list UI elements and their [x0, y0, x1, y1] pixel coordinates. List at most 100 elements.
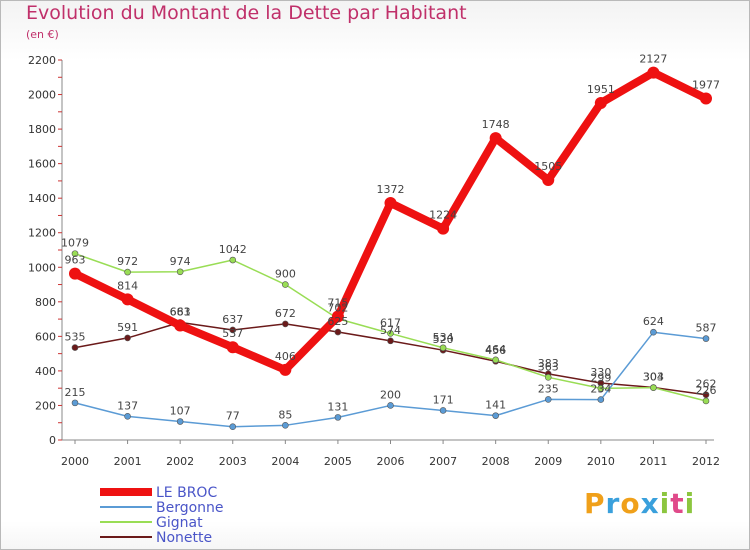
data-label-gignat: 226	[696, 384, 717, 397]
data-label-nonette: 535	[65, 331, 86, 344]
data-label-gignat: 363	[538, 360, 559, 373]
point-le-broc	[226, 341, 239, 354]
legend-label-nonette: Nonette	[156, 530, 212, 546]
x-tick-label: 2001	[114, 455, 142, 468]
data-label-nonette: 330	[590, 366, 611, 379]
data-label-nonette: 383	[538, 357, 559, 370]
data-label-le-broc: 537	[222, 327, 243, 340]
point-gignat	[229, 256, 237, 264]
x-tick-label: 2011	[639, 455, 667, 468]
point-le-broc	[647, 66, 660, 79]
point-gignat	[387, 330, 394, 337]
data-label-bergonne: 85	[278, 408, 292, 421]
point-le-broc	[700, 92, 712, 105]
data-label-bergonne: 137	[117, 399, 138, 412]
point-bergonne	[282, 422, 289, 429]
data-label-bergonne: 141	[485, 399, 506, 412]
logo-letter-p: P	[584, 487, 606, 520]
y-tick-label: 2000	[28, 89, 56, 102]
logo-letter-i: i	[659, 487, 671, 520]
point-nonette	[229, 326, 237, 334]
data-label-le-broc: 1224	[429, 209, 457, 222]
data-label-bergonne: 624	[643, 315, 664, 328]
chart-title: Evolution du Montant de la Dette par Hab…	[26, 2, 467, 24]
point-bergonne	[439, 407, 447, 414]
point-bergonne	[650, 328, 657, 336]
x-tick-label: 2007	[429, 455, 457, 468]
data-label-gignat: 1042	[219, 243, 247, 256]
data-label-nonette: 304	[643, 370, 664, 383]
x-tick-label: 2010	[587, 455, 615, 468]
y-tick-label: 1400	[28, 192, 56, 205]
point-bergonne	[702, 335, 710, 342]
point-le-broc	[121, 293, 134, 306]
point-gignat	[124, 268, 131, 276]
point-le-broc	[384, 197, 397, 210]
data-label-bergonne: 234	[590, 383, 611, 396]
point-bergonne	[229, 423, 237, 431]
data-label-nonette: 574	[380, 324, 401, 337]
y-tick-label: 1800	[28, 123, 56, 136]
logo-letter-x: x	[640, 487, 660, 520]
x-tick-label: 2006	[377, 455, 405, 468]
point-le-broc	[174, 319, 187, 332]
data-label-nonette: 637	[222, 313, 243, 326]
point-le-broc	[69, 267, 81, 280]
data-label-le-broc: 1372	[377, 183, 405, 196]
point-gignat	[176, 268, 184, 276]
data-label-bergonne: 215	[65, 386, 86, 399]
point-gignat	[282, 281, 289, 288]
data-label-nonette: 262	[696, 378, 717, 391]
point-gignat	[650, 384, 657, 391]
data-label-nonette: 456	[485, 344, 506, 357]
x-tick-label: 2003	[219, 455, 247, 468]
data-label-le-broc: 963	[65, 254, 86, 267]
data-label-bergonne: 587	[696, 322, 717, 335]
data-label-le-broc: 2127	[639, 53, 667, 66]
data-label-nonette: 625	[327, 315, 348, 328]
data-label-le-broc: 814	[117, 279, 138, 292]
point-nonette	[387, 337, 394, 345]
point-le-broc	[489, 132, 502, 145]
x-tick-label: 2004	[271, 455, 299, 468]
data-label-gignat: 972	[117, 255, 138, 268]
data-label-le-broc: 715	[327, 297, 348, 310]
logo-letter-o: o	[620, 487, 641, 520]
point-nonette	[71, 344, 79, 351]
y-tick-label: 0	[49, 434, 56, 447]
data-label-le-broc: 1748	[482, 118, 510, 131]
logo-letter-r: r	[605, 487, 621, 520]
data-label-gignat: 299	[590, 371, 611, 384]
point-gignat	[597, 385, 605, 392]
y-tick-label: 1200	[28, 227, 56, 240]
proxiti-logo: Proxiti	[584, 487, 695, 520]
x-tick-label: 2005	[324, 455, 352, 468]
point-bergonne	[387, 402, 394, 409]
y-tick-label: 800	[35, 296, 56, 309]
data-label-gignat: 974	[170, 255, 191, 268]
point-le-broc	[542, 174, 555, 187]
data-label-bergonne: 107	[170, 405, 191, 418]
point-gignat	[544, 373, 552, 381]
y-tick-label: 600	[35, 330, 56, 343]
data-label-nonette: 672	[275, 307, 296, 320]
data-label-gignat: 1079	[61, 237, 89, 250]
logo-letter-t: t	[670, 487, 685, 520]
point-le-broc	[279, 363, 292, 376]
point-bergonne	[124, 413, 131, 420]
legend-label-gignat: Gignat	[156, 515, 203, 531]
point-bergonne	[71, 399, 79, 407]
point-bergonne	[334, 414, 342, 421]
x-tick-label: 2000	[61, 455, 89, 468]
data-label-bergonne: 77	[226, 410, 240, 423]
data-label-le-broc: 663	[170, 305, 191, 318]
data-label-gignat: 464	[485, 343, 506, 356]
axes: 0 200 400 600 800 1000 1200 1400 1600 1800 2000 220…	[28, 54, 720, 468]
data-label-bergonne: 235	[538, 382, 559, 395]
data-label-nonette: 520	[433, 333, 454, 346]
data-label-bergonne: 200	[380, 388, 401, 401]
data-label-le-broc: 1505	[534, 160, 562, 173]
x-tick-label: 2002	[166, 455, 194, 468]
